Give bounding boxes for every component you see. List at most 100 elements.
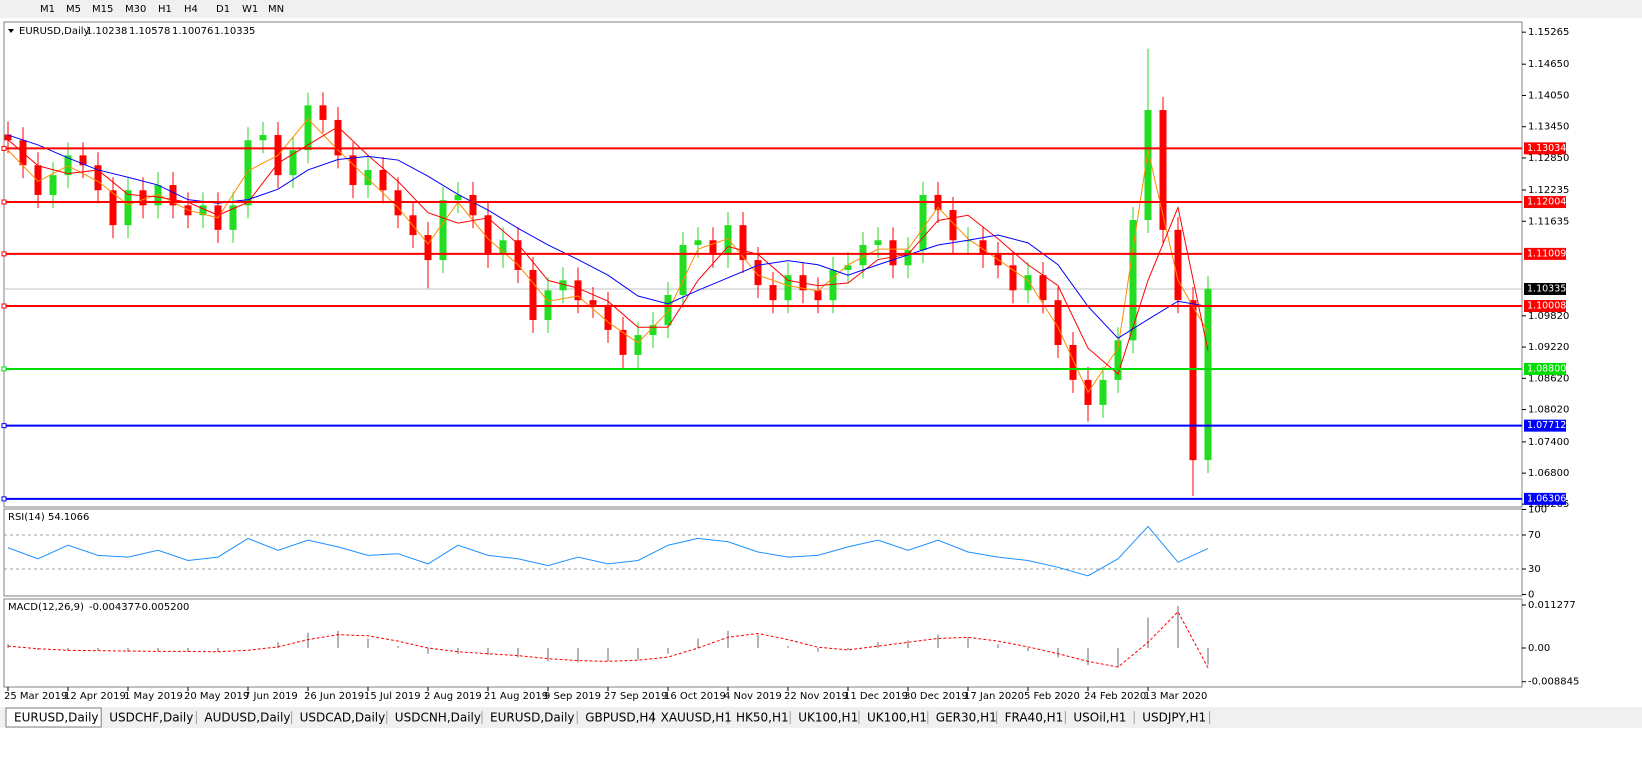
y-tick-label: 1.14650 <box>1528 59 1569 70</box>
tab-label[interactable]: HK50,H1 <box>736 711 789 725</box>
tab-label[interactable]: USDJPY,H1 <box>1142 711 1206 725</box>
level-tag <box>1524 142 1566 155</box>
tab-label[interactable]: UK100,H1 <box>867 711 927 725</box>
candle-body <box>109 190 117 226</box>
tab-label[interactable]: UK100,H1 <box>798 711 858 725</box>
x-tick-label: 17 Jan 2020 <box>964 691 1024 702</box>
level-marker <box>1 423 7 429</box>
x-tick-label: 1 May 2019 <box>124 691 183 702</box>
timeframe-button[interactable]: M30 <box>125 4 146 15</box>
y-tick-label: 0 <box>1528 590 1534 601</box>
candle-body <box>1024 275 1032 291</box>
candle-body <box>919 194 927 251</box>
tab-label[interactable]: EURUSD,Daily <box>490 711 575 725</box>
macd-bar <box>517 647 519 658</box>
tab-label[interactable]: FRA40,H1 <box>1005 711 1064 725</box>
candle-body <box>1039 275 1047 301</box>
candle-body <box>169 185 177 206</box>
candle-body <box>1159 110 1167 230</box>
toolbar <box>0 0 1642 18</box>
timeframe-button[interactable]: D1 <box>216 4 230 15</box>
level-label: 1.10008 <box>1527 301 1566 312</box>
candle-body <box>349 155 357 186</box>
tab-label[interactable]: XAUUSD,H1 <box>661 711 732 725</box>
x-tick-label: 16 Oct 2019 <box>664 691 726 702</box>
x-tick-label: 4 Nov 2019 <box>724 691 782 702</box>
candle-body <box>244 140 252 206</box>
tab-label[interactable]: GER30,H1 <box>936 711 997 725</box>
x-tick-label: 7 Jun 2019 <box>244 691 298 702</box>
candle-body <box>889 240 897 266</box>
timeframe-button[interactable]: MN <box>268 4 284 15</box>
x-tick-label: 12 Apr 2019 <box>64 691 126 702</box>
macd-bar <box>577 647 579 663</box>
y-tick-label: 70 <box>1528 530 1541 541</box>
tab-label[interactable]: USDCAD,Daily <box>300 711 386 725</box>
y-tick-label: 1.12850 <box>1528 153 1569 164</box>
candle-body <box>529 269 537 320</box>
candle-body <box>1189 300 1197 461</box>
candle-body <box>709 240 717 255</box>
level-marker <box>1 496 7 502</box>
macd-bar <box>877 642 879 648</box>
macd-bar <box>547 647 549 662</box>
tab-label[interactable]: USDCHF,Daily <box>109 711 193 725</box>
candle-body <box>514 240 522 270</box>
candle-body <box>634 335 642 355</box>
moving-average <box>7 118 1209 394</box>
tab-label[interactable]: AUDUSD,Daily <box>204 711 290 725</box>
candle-body <box>1204 288 1212 461</box>
level-label: 1.13034 <box>1527 143 1566 154</box>
current-price-label: 1.10335 <box>1527 283 1566 294</box>
candle-body <box>379 169 387 191</box>
macd-bar <box>1177 606 1179 648</box>
macd-bar <box>697 638 699 648</box>
macd-signal-value: -0.005200 <box>138 602 189 613</box>
candle-body <box>34 165 42 195</box>
macd-bar <box>967 637 969 648</box>
x-tick-label: 15 Jul 2019 <box>364 691 421 702</box>
macd-bar <box>607 647 609 662</box>
candle-body <box>334 119 342 156</box>
timeframe-button[interactable]: M15 <box>92 4 113 15</box>
tab-label[interactable]: USDCNH,Daily <box>395 711 481 725</box>
x-tick-label: 24 Feb 2020 <box>1084 691 1146 702</box>
tab-label[interactable]: USOil,H1 <box>1073 711 1126 725</box>
tab-label[interactable]: GBPUSD,H4 <box>585 711 656 725</box>
candle-body <box>364 169 372 186</box>
timeframe-button[interactable]: H4 <box>184 4 198 15</box>
x-tick-label: 20 May 2019 <box>184 691 249 702</box>
macd-bar <box>427 647 429 654</box>
candle-body <box>454 194 462 201</box>
timeframe-button[interactable]: W1 <box>242 4 258 15</box>
candle-body <box>874 240 882 245</box>
candle-body <box>484 215 492 255</box>
candle-body <box>979 240 987 255</box>
timeframe-button[interactable]: H1 <box>158 4 172 15</box>
y-tick-label: 1.15265 <box>1528 27 1569 38</box>
y-tick-label: 1.09220 <box>1528 342 1569 353</box>
timeframe-button[interactable]: M5 <box>66 4 81 15</box>
macd-bar <box>217 647 219 652</box>
candle-body <box>94 165 102 191</box>
macd-bar <box>937 634 939 648</box>
macd-bar <box>757 634 759 648</box>
level-marker <box>1 145 7 151</box>
candle-body <box>844 265 852 270</box>
candle-body <box>1099 379 1107 405</box>
macd-bar <box>367 638 369 648</box>
x-tick-label: 25 Mar 2019 <box>4 691 67 702</box>
level-tag <box>1524 362 1566 375</box>
active-tab[interactable] <box>5 707 102 728</box>
tab-label[interactable]: EURUSD,Daily <box>14 711 99 725</box>
timeframe-button[interactable]: M1 <box>40 4 55 15</box>
candle-body <box>469 194 477 216</box>
candle-body <box>739 225 747 261</box>
level-label: 1.11009 <box>1527 248 1566 259</box>
macd-bar <box>67 647 69 652</box>
x-tick-label: 22 Nov 2019 <box>784 691 848 702</box>
x-tick-label: 26 Jun 2019 <box>304 691 364 702</box>
macd-bar <box>457 647 459 654</box>
candle-body <box>229 205 237 230</box>
